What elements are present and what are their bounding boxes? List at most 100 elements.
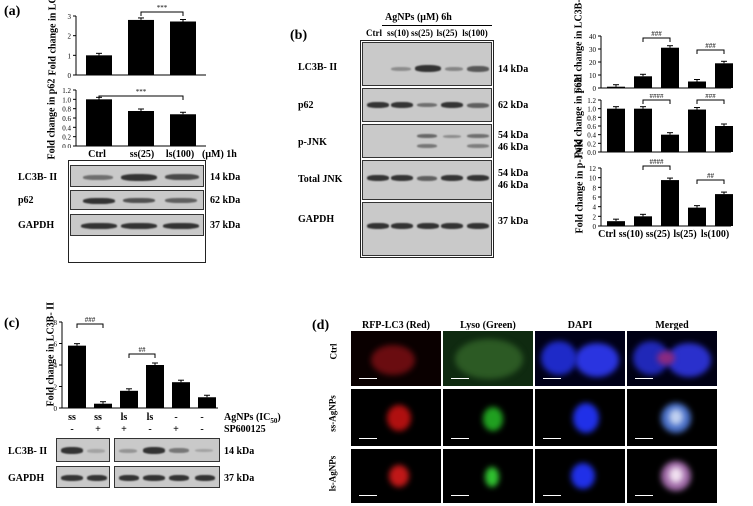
cat-c-4: - (174, 412, 178, 423)
y-tick-label: 2 (593, 213, 597, 221)
row-d-1: ss-AgNPs (327, 395, 338, 432)
y-tick-label: 1.2 (62, 87, 71, 95)
cat-c-5: - (200, 412, 204, 423)
row1-label-c: AgNPs (IC50) (224, 412, 281, 425)
cat-b-0: Ctrl (598, 229, 616, 240)
bar (661, 134, 679, 152)
bar (94, 403, 112, 408)
blot-a-label-1: p62 (18, 195, 34, 206)
sign-c-5: - (200, 424, 204, 435)
y-tick-label: 0.8 (62, 106, 71, 114)
blot-b-kda-2a: 54 kDa (498, 130, 529, 141)
blot-b-totaljnk (362, 160, 492, 200)
bar (661, 47, 679, 88)
lane-b-1: ss(10) (387, 28, 409, 38)
blot-a-kda-2: 37 kDa (210, 220, 241, 231)
bar (688, 109, 706, 152)
blot-b-kda-3b: 46 kDa (498, 180, 529, 191)
y-tick-label: 0.6 (62, 115, 71, 123)
blot-frame-a (68, 160, 206, 263)
y-tick-label: 1 (68, 52, 72, 60)
significance-bracket (642, 165, 671, 170)
micro-ctrl-dapi (534, 330, 626, 387)
cat-a-0: Ctrl (88, 149, 106, 160)
chart-a2-ylabel: Fold change in p62 (46, 78, 58, 160)
bar (128, 111, 154, 146)
significance-label: #### (650, 94, 665, 100)
y-tick-label: 0.0 (62, 143, 71, 148)
significance-label: ## (139, 346, 147, 354)
y-tick-label: 3 (68, 13, 72, 21)
blot-c-label-1: GAPDH (8, 473, 45, 484)
panel-c-label: (c) (4, 316, 20, 331)
y-tick-label: 10 (589, 175, 597, 183)
micro-ctrl-green (442, 330, 534, 387)
chart-b3-ylabel: Fold change in p-JNK (574, 139, 586, 234)
y-tick-label: 0 (68, 72, 72, 78)
significance-label: *** (136, 88, 147, 96)
blot-b-kda-3a: 54 kDa (498, 168, 529, 179)
blot-b-pjnk (362, 124, 492, 158)
y-tick-label: 0 (54, 405, 58, 412)
panel-b-header: AgNPs (μM) 6h (385, 12, 452, 23)
blot-c-lc3b-left (56, 438, 110, 462)
bar (634, 108, 652, 152)
cat-b-4: ls(100) (700, 229, 730, 240)
panel-a-label: (a) (4, 4, 21, 19)
blot-b-p62 (362, 88, 492, 122)
bar (170, 21, 196, 75)
bar (146, 365, 164, 408)
y-tick-label: 4 (54, 362, 58, 370)
blot-a-kda-1: 62 kDa (210, 195, 241, 206)
chart-a1: 0 1 2 3 *** (68, 4, 206, 78)
bar (607, 86, 625, 88)
blot-b-label-4: GAPDH (298, 214, 335, 225)
y-tick-label: 8 (593, 184, 597, 192)
bar (68, 345, 86, 408)
blot-c-gapdh-left (56, 466, 110, 488)
panel-d-label: (d) (312, 318, 330, 333)
chart-a2: 0.00.2 0.40.60.8 1.01.2 *** (62, 87, 206, 148)
bar (661, 180, 679, 226)
y-tick-label: 0 (593, 85, 597, 93)
sign-c-2: + (121, 424, 127, 435)
col-d-3: Merged (655, 320, 689, 331)
bar (86, 99, 112, 146)
y-tick-label: 0.6 (587, 123, 596, 131)
micro-ss-dapi (534, 388, 626, 447)
cat-c-0: ss (68, 412, 76, 423)
blot-a-gapdh (70, 214, 204, 236)
col-d-2: DAPI (567, 320, 593, 331)
blot-b-gapdh (362, 202, 492, 256)
y-tick-label: 2 (54, 384, 58, 392)
significance-bracket (140, 11, 184, 16)
bar (198, 397, 216, 408)
blot-a-kda-0: 14 kDa (210, 172, 241, 183)
bar (715, 126, 733, 152)
significance-label: ## (707, 172, 715, 180)
blot-a-label-0: LC3B- II (18, 172, 58, 183)
blot-b-kda-2b: 46 kDa (498, 142, 529, 153)
micro-ctrl-red (350, 330, 442, 387)
y-tick-label: 6 (593, 194, 597, 202)
bar (634, 216, 652, 226)
bar (634, 76, 652, 88)
significance-label: ### (651, 30, 662, 38)
blot-c-lc3b-right (114, 438, 220, 462)
col-d-0: RFP-LC3 (Red) (361, 320, 431, 331)
blot-b-label-1: p62 (298, 100, 314, 111)
blot-b-label-0: LC3B- II (298, 62, 338, 73)
lane-b-2: ss(25) (411, 28, 433, 38)
row2-label-c: SP600125 (224, 424, 266, 435)
bar (128, 19, 154, 75)
cat-c-1: ss (94, 412, 102, 423)
bar (86, 55, 112, 75)
bar (607, 221, 625, 226)
significance-bracket (696, 99, 725, 104)
chart-b1: 0 10 20 30 40 ### ### (589, 30, 733, 93)
y-tick-label: 2 (68, 33, 72, 41)
blot-a-lc3b (70, 165, 204, 187)
bar (170, 114, 196, 146)
cat-c-3: ls (146, 412, 154, 423)
